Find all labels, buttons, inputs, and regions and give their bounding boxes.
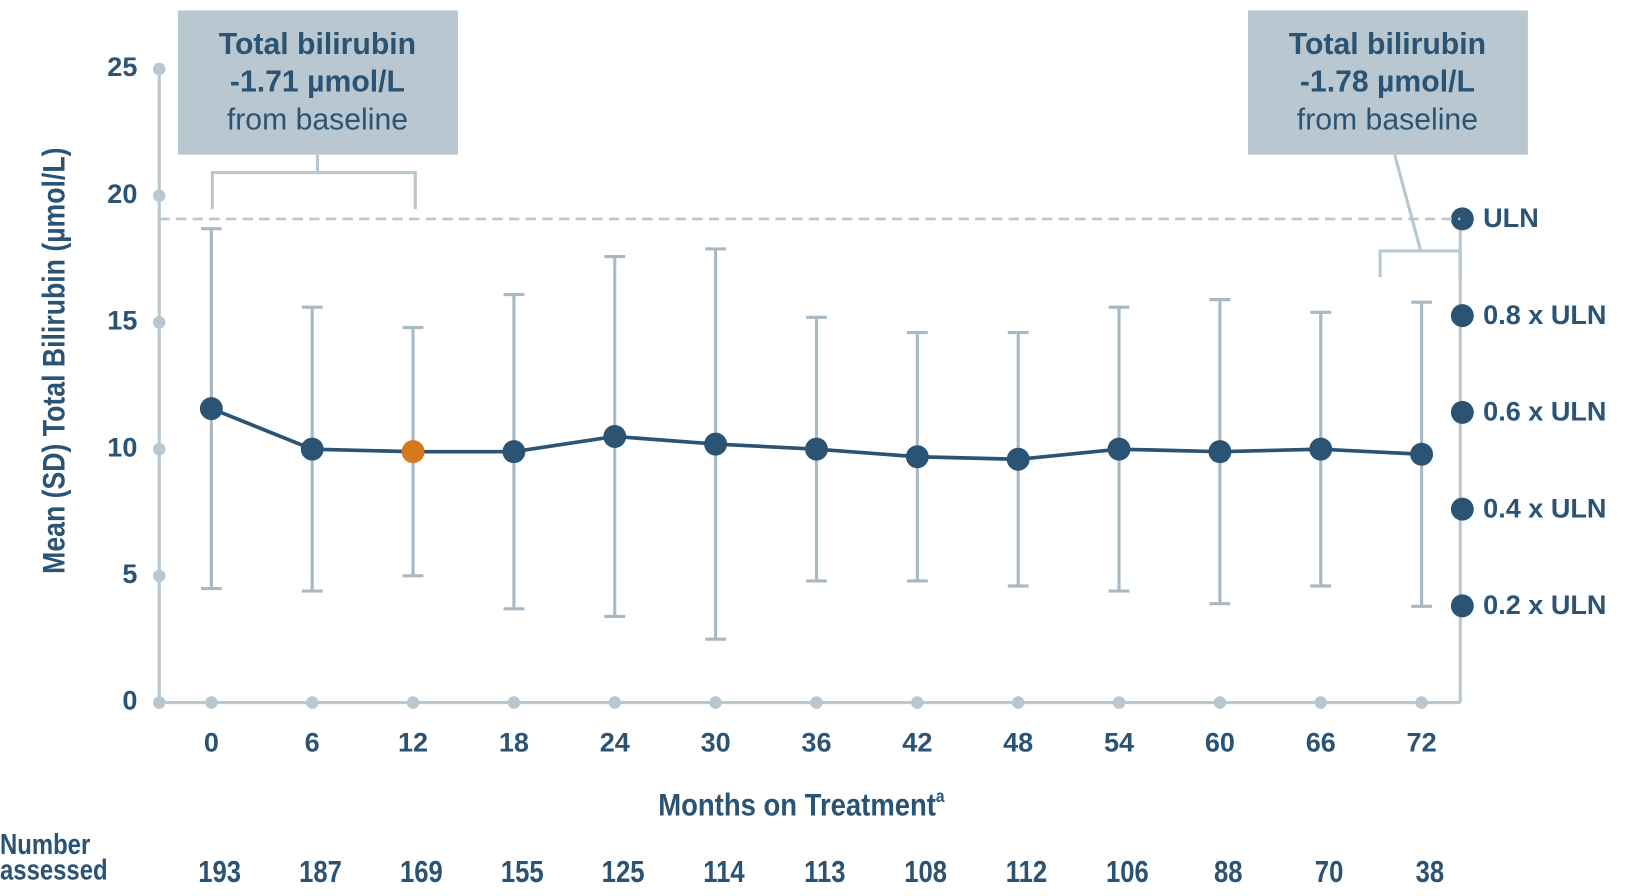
y-tick (153, 316, 166, 329)
table-value: 112 (1006, 855, 1047, 888)
y-tick-label: 5 (122, 558, 137, 589)
x-tick (1213, 696, 1227, 709)
y2-tick-label: 0.2 x ULN (1483, 589, 1606, 620)
x-tick-label: 12 (398, 727, 428, 758)
y-tick (153, 189, 166, 202)
table-label: Number assessed (0, 832, 108, 886)
table-value: 88 (1214, 855, 1243, 888)
data-point (1006, 447, 1030, 471)
annotation-box (177, 10, 458, 155)
table-value: 193 (198, 855, 241, 888)
x-tick (1011, 696, 1025, 709)
annotation-line: -1.78 µmol/L (1300, 66, 1475, 99)
data-point (1309, 437, 1333, 461)
data-point (1208, 440, 1232, 464)
x-axis-label: Months on Treatmenta (658, 786, 945, 822)
y-tick-label: 20 (107, 178, 137, 209)
bracket (1378, 154, 1462, 278)
data-point (199, 397, 223, 421)
y2-tick-label: 0.6 x ULN (1483, 396, 1606, 427)
data-point (704, 432, 728, 456)
data-point (603, 424, 627, 448)
y-tick (153, 569, 166, 583)
bracket (210, 154, 417, 210)
x-tick-label: 18 (499, 727, 529, 758)
data-point (905, 445, 929, 469)
x-tick (406, 696, 420, 709)
y2-tick (1450, 304, 1474, 328)
x-tick (709, 696, 722, 709)
annotation-line: -1.71 µmol/L (230, 66, 405, 99)
y2-tick (1450, 400, 1474, 424)
data-point (502, 440, 526, 464)
x-tick-label: 48 (1003, 727, 1033, 758)
y-tick-label: 15 (107, 305, 137, 336)
y-axis-label: Mean (SD) Total Bilirubin (µmol/L) (38, 148, 72, 574)
data-point (1410, 442, 1434, 466)
x-tick-label: 0 (204, 727, 219, 758)
y2-tick (1450, 497, 1474, 521)
table-value: 125 (602, 855, 645, 888)
table-value: 114 (703, 855, 745, 888)
y-tick (153, 442, 166, 456)
table-value: 38 (1416, 855, 1445, 888)
x-tick-label: 72 (1407, 727, 1437, 758)
y-tick-label: 10 (107, 431, 137, 462)
x-tick (507, 696, 521, 709)
data-point (401, 440, 425, 464)
x-tick-label: 60 (1205, 727, 1235, 758)
table-value: 187 (299, 855, 342, 888)
annotation-line: from baseline (1297, 103, 1478, 136)
x-tick-label: 6 (305, 727, 320, 758)
x-tick (305, 696, 319, 709)
annotation-line: Total bilirubin (1289, 28, 1486, 61)
table-value: 113 (804, 855, 845, 888)
data-point (1107, 437, 1131, 461)
table-value: 169 (400, 855, 443, 888)
y-tick (153, 62, 166, 76)
annotation-line: from baseline (227, 103, 408, 136)
table-label-box: Number assessed (0, 832, 108, 886)
y2-tick-label: 0.4 x ULN (1483, 492, 1606, 523)
x-tick (608, 696, 622, 709)
table-value: 155 (501, 855, 544, 888)
y-tick-label: 0 (122, 685, 137, 716)
x-tick-label: 42 (902, 727, 932, 758)
x-tick (1314, 696, 1327, 709)
x-axis-label-text: Months on Treatment (658, 788, 936, 823)
y-tick (153, 696, 166, 709)
x-tick (911, 696, 924, 709)
y2-tick (1450, 594, 1474, 618)
x-tick (1415, 696, 1428, 709)
data-point (300, 437, 324, 461)
table-value: 108 (904, 855, 947, 888)
y2-tick-label: ULN (1483, 202, 1539, 233)
annotation-box (1247, 10, 1528, 155)
x-tick (1112, 696, 1126, 709)
x-tick-label: 30 (701, 727, 731, 758)
table-value: 70 (1315, 855, 1344, 888)
y2-tick-label: 0.8 x ULN (1483, 299, 1606, 330)
x-tick (205, 696, 218, 709)
x-axis-label-superscript: a (936, 786, 945, 806)
x-tick (810, 696, 823, 709)
annotation-line: Total bilirubin (219, 28, 416, 61)
x-tick-label: 36 (801, 727, 831, 758)
x-tick-label: 24 (600, 727, 630, 758)
data-point (805, 437, 828, 461)
x-tick-label: 66 (1306, 727, 1336, 758)
table-value: 106 (1106, 855, 1149, 888)
x-tick-label: 54 (1104, 727, 1134, 758)
y2-tick (1450, 207, 1474, 231)
y-tick-label: 25 (107, 51, 137, 82)
